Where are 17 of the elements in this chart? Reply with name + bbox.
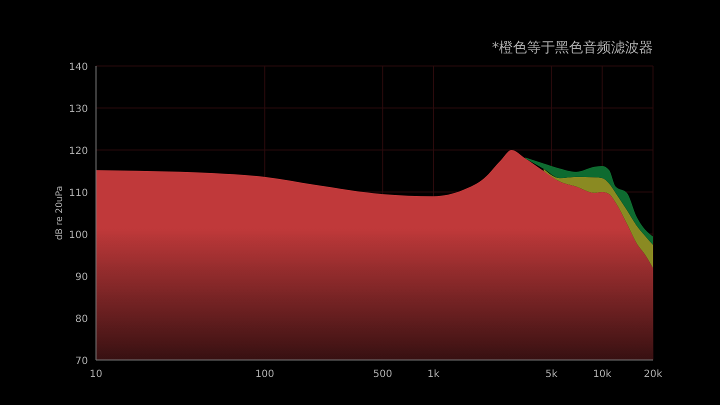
y-tick-label: 130 bbox=[68, 104, 88, 115]
x-tick-label: 500 bbox=[373, 369, 392, 380]
x-tick-label: 1k bbox=[427, 369, 440, 380]
x-tick-label: 10k bbox=[592, 369, 612, 380]
text: *橙色等于黑色音频滤波器 bbox=[492, 40, 653, 56]
y-tick-label: 90 bbox=[75, 272, 88, 283]
y-axis-title: dB re 20uPa bbox=[55, 186, 65, 240]
y-tick-label: 100 bbox=[68, 230, 88, 241]
x-tick-label: 5k bbox=[545, 369, 558, 380]
x-tick-label: 10 bbox=[90, 369, 102, 380]
y-tick-label: 120 bbox=[68, 146, 88, 157]
x-tick-label: 100 bbox=[255, 369, 274, 380]
y-tick-label: 70 bbox=[75, 356, 88, 367]
y-tick-label: 140 bbox=[68, 62, 88, 73]
x-tick-label: 20k bbox=[644, 369, 662, 380]
y-tick-label: 110 bbox=[68, 188, 88, 199]
y-tick-label: 80 bbox=[75, 314, 88, 325]
